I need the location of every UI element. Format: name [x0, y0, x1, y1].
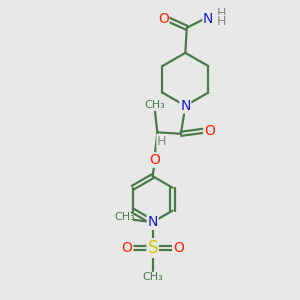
Text: O: O	[158, 12, 169, 26]
Text: O: O	[173, 241, 184, 255]
Text: H: H	[157, 135, 167, 148]
Text: CH₃: CH₃	[114, 212, 135, 222]
Text: O: O	[122, 241, 133, 255]
Text: N: N	[180, 99, 190, 113]
Text: CH₃: CH₃	[142, 272, 163, 283]
Text: O: O	[204, 124, 215, 138]
Text: H: H	[217, 7, 226, 20]
Text: N: N	[203, 12, 214, 26]
Text: H: H	[217, 15, 226, 28]
Text: N: N	[148, 215, 158, 229]
Text: CH₃: CH₃	[145, 100, 165, 110]
Text: O: O	[150, 153, 160, 167]
Text: S: S	[147, 239, 158, 257]
